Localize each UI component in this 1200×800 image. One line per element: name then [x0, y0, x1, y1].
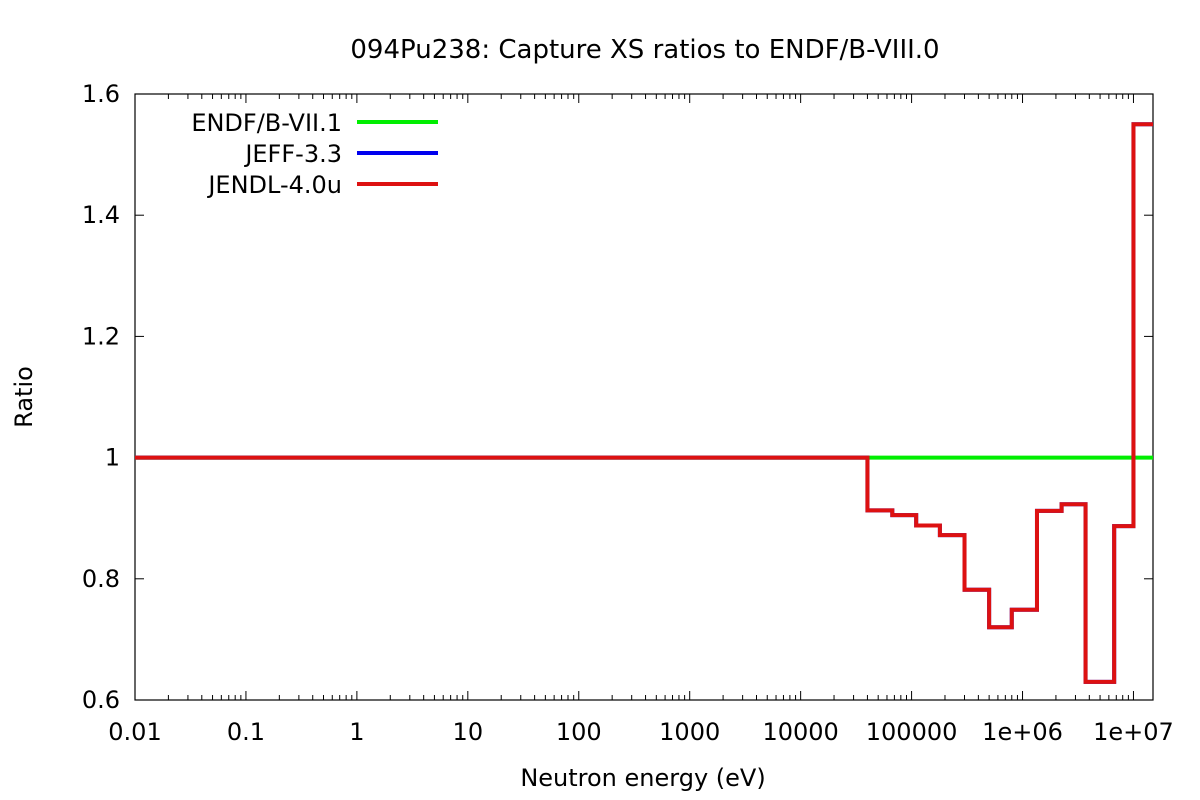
y-tick-label: 0.6 — [82, 686, 120, 714]
x-tick-label: 100000 — [866, 718, 958, 746]
legend-label: ENDF/B-VII.1 — [191, 109, 342, 137]
x-tick-label: 0.1 — [227, 718, 265, 746]
y-tick-label: 1.2 — [82, 322, 120, 350]
y-tick-label: 0.8 — [82, 565, 120, 593]
x-tick-label: 1000 — [659, 718, 720, 746]
plot-frame — [134, 93, 1154, 701]
x-tick-label: 100 — [556, 718, 602, 746]
x-tick-label: 0.01 — [108, 718, 161, 746]
series-line-1 — [135, 122, 1153, 684]
y-axis-label: Ratio — [10, 366, 38, 428]
y-tick-label: 1.6 — [82, 80, 120, 108]
legend-label: JEFF-3.3 — [243, 140, 342, 168]
legend: ENDF/B-VII.1 JEFF-3.3 JENDL-4.0u — [191, 109, 438, 199]
series-line-2 — [135, 122, 1153, 684]
chart-title: 094Pu238: Capture XS ratios to ENDF/B-VI… — [350, 35, 939, 65]
legend-label: JENDL-4.0u — [206, 171, 342, 199]
x-tick-label: 1e+07 — [1093, 718, 1174, 746]
x-tick-label: 10 — [453, 718, 484, 746]
x-tick-label: 1 — [349, 718, 364, 746]
y-tick-label: 1.4 — [82, 201, 120, 229]
x-tick-label: 1e+06 — [982, 718, 1063, 746]
x-axis-label: Neutron energy (eV) — [520, 764, 765, 792]
y-tick-label: 1 — [105, 444, 120, 472]
x-tick-label: 10000 — [762, 718, 838, 746]
